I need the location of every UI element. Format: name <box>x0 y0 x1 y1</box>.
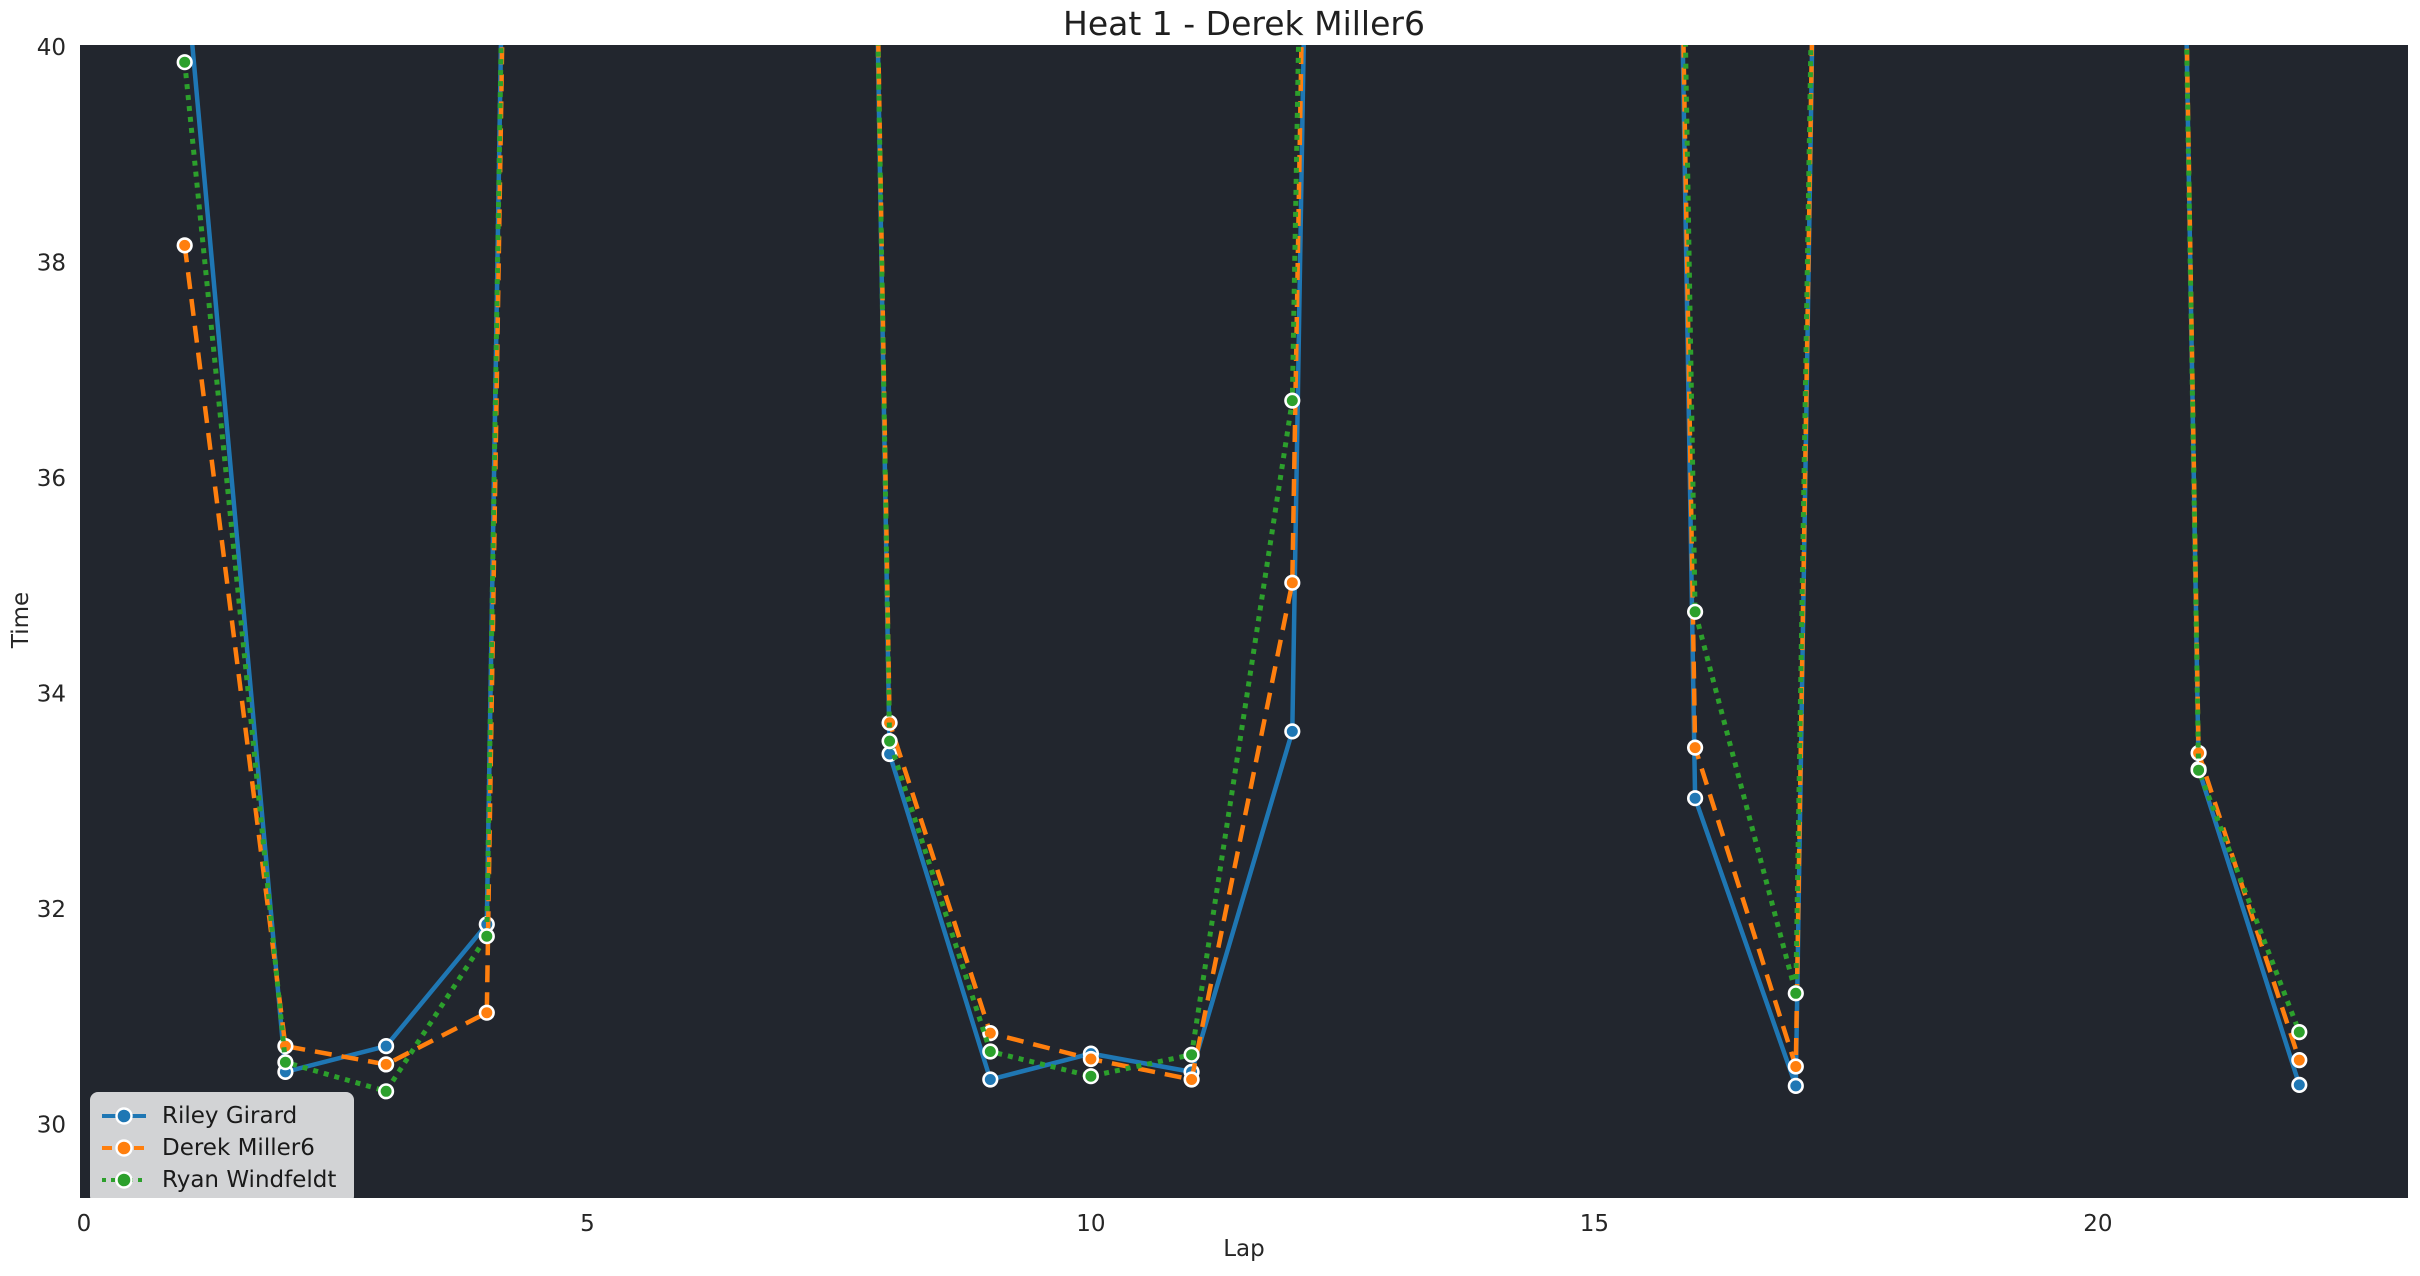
svg-text:30: 30 <box>37 1113 66 1139</box>
y-tick-labels: 30 32 34 36 38 40 <box>37 35 66 1139</box>
svg-text:38: 38 <box>37 251 66 277</box>
data-point-ryan-windfeldt <box>378 1083 395 1100</box>
legend-label-riley-girard: Riley Girard <box>162 1103 298 1129</box>
legend-swatch-derek-miller6 <box>102 1139 146 1157</box>
y-axis-label: Time <box>8 591 34 649</box>
data-point-ryan-windfeldt <box>478 928 495 945</box>
data-point-derek-miller6 <box>1787 1058 1804 1075</box>
svg-text:36: 36 <box>37 466 66 492</box>
data-point-ryan-windfeldt <box>2291 1023 2308 1041</box>
data-point-derek-miller6 <box>1082 1050 1099 1068</box>
series-derek-miller6 <box>176 45 2308 1088</box>
data-point-ryan-windfeldt <box>2190 762 2207 779</box>
data-point-derek-miller6 <box>478 1004 495 1021</box>
legend-item-derek-miller6: Derek Miller6 <box>100 1133 336 1163</box>
data-point-riley-girard <box>982 1071 999 1088</box>
data-point-derek-miller6 <box>1686 739 1704 756</box>
data-point-derek-miller6 <box>982 1024 999 1042</box>
svg-text:34: 34 <box>37 682 66 708</box>
plot-background <box>80 45 2408 1198</box>
series-line-riley-girard <box>190 45 2302 1087</box>
svg-text:15: 15 <box>1580 1211 1609 1237</box>
x-axis-label: Lap <box>1223 1236 1265 1262</box>
data-point-ryan-windfeldt <box>881 732 898 750</box>
chart-title: Heat 1 - Derek Miller6 <box>1063 4 1425 43</box>
data-point-derek-miller6 <box>1183 1071 1200 1088</box>
data-point-ryan-windfeldt <box>1183 1046 1200 1063</box>
series-line-ryan-windfeldt <box>182 45 2302 1095</box>
svg-text:10: 10 <box>1076 1211 1105 1237</box>
data-point-derek-miller6 <box>176 237 193 254</box>
data-point-ryan-windfeldt <box>1082 1068 1099 1085</box>
data-point-riley-girard <box>2291 1076 2308 1093</box>
data-point-ryan-windfeldt <box>1284 392 1301 409</box>
data-point-derek-miller6 <box>378 1056 395 1073</box>
legend-label-ryan-windfeldt: Ryan Windfeldt <box>162 1167 337 1193</box>
legend-label-derek-miller6: Derek Miller6 <box>162 1135 315 1161</box>
svg-text:32: 32 <box>37 897 66 923</box>
x-tick-labels: 0 5 10 15 20 <box>77 1211 2113 1237</box>
data-point-derek-miller6 <box>1284 574 1301 591</box>
svg-text:40: 40 <box>37 35 66 61</box>
data-point-riley-girard <box>1284 723 1301 740</box>
svg-text:5: 5 <box>580 1211 595 1237</box>
data-point-riley-girard <box>378 1037 395 1055</box>
data-point-ryan-windfeldt <box>982 1043 999 1060</box>
svg-text:20: 20 <box>2083 1211 2112 1237</box>
legend-swatch-ryan-windfeldt <box>102 1171 146 1189</box>
legend-item-riley-girard: Riley Girard <box>100 1101 336 1131</box>
legend-swatch-riley-girard <box>102 1107 146 1125</box>
data-point-ryan-windfeldt <box>176 54 193 71</box>
svg-text:0: 0 <box>77 1211 92 1237</box>
series-line-derek-miller6 <box>182 45 2302 1083</box>
legend: Riley Girard Derek Miller6 Ryan Windfeldt <box>90 1092 355 1204</box>
data-point-ryan-windfeldt <box>277 1054 294 1071</box>
data-point-derek-miller6 <box>2291 1051 2308 1069</box>
data-point-riley-girard <box>1787 1077 1804 1094</box>
data-point-riley-girard <box>1686 790 1704 807</box>
data-point-ryan-windfeldt <box>1787 985 1804 1002</box>
legend-item-ryan-windfeldt: Ryan Windfeldt <box>100 1165 336 1195</box>
series-ryan-windfeldt <box>176 45 2308 1100</box>
data-point-ryan-windfeldt <box>1686 603 1704 620</box>
